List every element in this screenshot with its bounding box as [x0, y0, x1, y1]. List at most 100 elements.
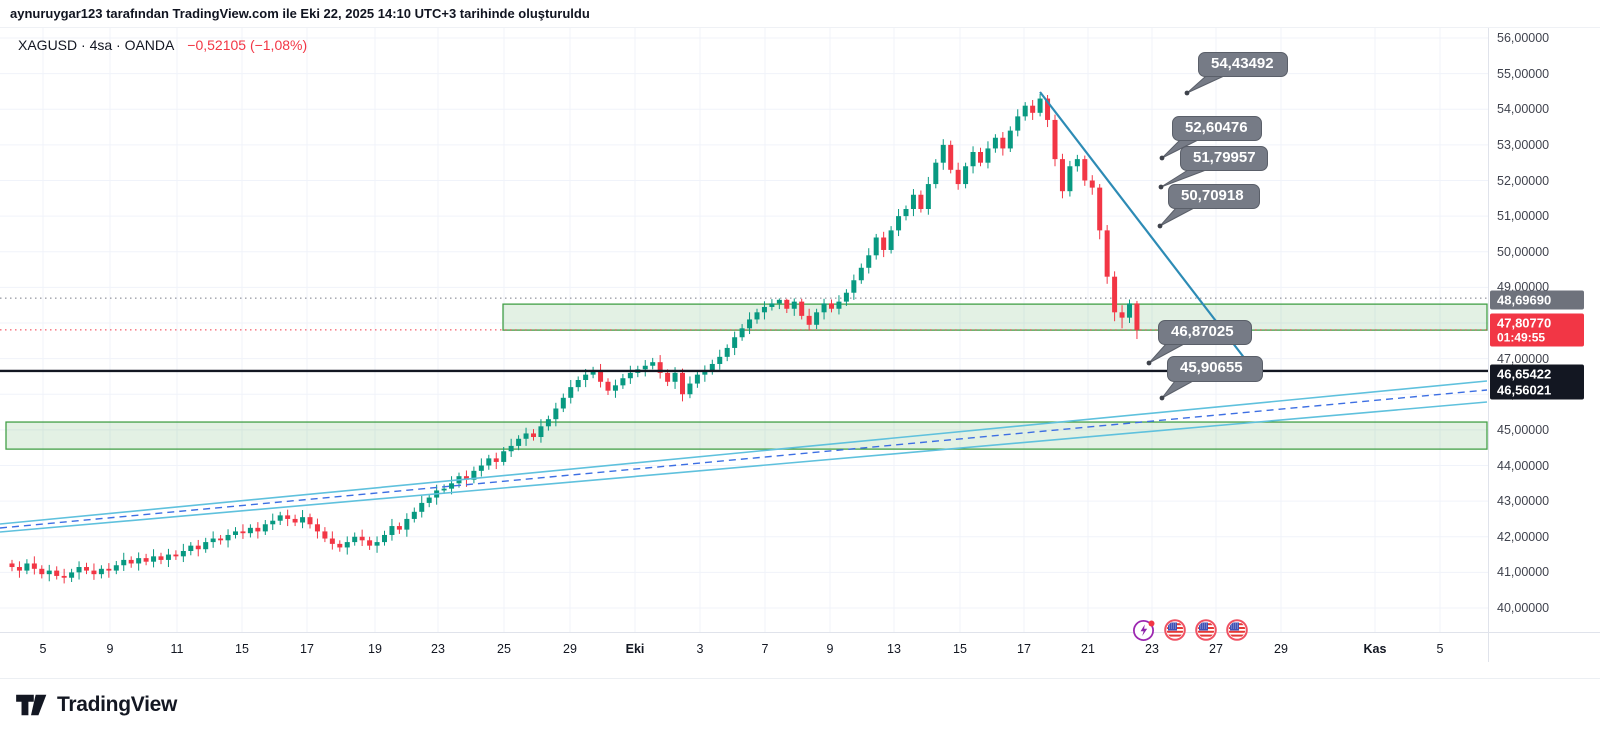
time-axis-label[interactable]: 13 [887, 642, 901, 656]
time-axis-label[interactable]: 23 [431, 642, 445, 656]
candlestick [605, 381, 611, 391]
candlestick [367, 540, 373, 546]
time-axis-label[interactable]: 7 [761, 642, 769, 656]
time-axis-label[interactable]: 15 [953, 642, 967, 656]
lightning-event-icon[interactable] [1132, 618, 1156, 642]
price-callout[interactable]: 50,70918 [1168, 184, 1260, 209]
price-axis-label: 40,00000 [1497, 601, 1550, 615]
time-axis-label[interactable]: Kas [1363, 642, 1387, 656]
candlestick [657, 362, 663, 373]
candlestick [300, 517, 306, 523]
candlestick [1082, 159, 1088, 181]
time-axis-label[interactable]: 15 [235, 642, 249, 656]
ascending-channel-line[interactable] [0, 389, 1488, 529]
candlestick [9, 563, 15, 568]
candlestick [106, 568, 112, 571]
candlestick [441, 488, 447, 491]
time-axis-label[interactable]: 5 [1436, 642, 1444, 656]
price-callout[interactable]: 54,43492 [1198, 52, 1288, 77]
us-flag-event-icon[interactable] [1194, 618, 1218, 642]
attribution-divider [0, 27, 1600, 28]
price-axis-label: 51,00000 [1497, 209, 1550, 224]
time-axis-label[interactable]: Eki [625, 642, 645, 656]
candlestick [575, 380, 581, 388]
candlestick [158, 556, 164, 560]
candlestick [255, 527, 261, 532]
candlestick [665, 372, 671, 382]
price-axis-label: 47,00000 [1497, 351, 1550, 366]
candlestick [344, 542, 350, 548]
us-flag-event-icon[interactable] [1163, 618, 1187, 642]
candlestick [970, 152, 976, 167]
time-axis-label[interactable]: 9 [826, 642, 834, 656]
candlestick [583, 374, 589, 380]
candlestick [54, 570, 60, 576]
candlestick [463, 476, 469, 480]
ascending-channel-line[interactable] [0, 380, 1488, 525]
candlestick [46, 570, 52, 575]
time-axis-label[interactable]: 3 [696, 642, 704, 656]
tradingview-logo[interactable]: TradingView [14, 692, 177, 718]
candlestick [1045, 98, 1051, 120]
candlestick [709, 363, 715, 372]
candlestick [1127, 303, 1132, 318]
upper-supply-zone[interactable] [502, 303, 1488, 331]
us-flag-event-icon[interactable] [1225, 618, 1249, 642]
time-axis-label[interactable]: 21 [1081, 642, 1095, 656]
price-callout[interactable]: 52,60476 [1172, 116, 1262, 141]
time-axis-label[interactable]: 19 [368, 642, 382, 656]
candlestick [620, 378, 626, 386]
ascending-channel-line[interactable] [0, 401, 1488, 533]
candlestick [717, 356, 723, 364]
candlestick [233, 531, 238, 535]
time-axis-label[interactable]: 5 [39, 642, 47, 656]
price-axis-label: 56,00000 [1497, 31, 1550, 45]
time-axis-label[interactable]: 29 [1274, 642, 1288, 656]
time-axis-label[interactable]: 25 [497, 642, 511, 656]
candlestick [449, 483, 455, 489]
candlestick [98, 568, 104, 575]
candlestick [426, 497, 432, 503]
symbol-legend[interactable]: XAGUSD · 4sa · OANDA −0,52105 (−1,08%) [18, 37, 307, 53]
candlestick [799, 301, 805, 316]
callout-anchor-dot [1157, 223, 1163, 229]
candlestick [508, 445, 514, 452]
symbol-description[interactable]: XAGUSD · 4sa · OANDA [18, 37, 175, 53]
candlestick [285, 515, 291, 519]
candlestick [672, 372, 678, 382]
candlestick [173, 554, 179, 557]
candlestick [948, 144, 954, 170]
candlestick [963, 166, 969, 185]
time-axis-label[interactable]: 9 [106, 642, 114, 656]
countdown-timer: 01:49:55 [1497, 330, 1546, 345]
candlestick [210, 538, 216, 543]
candlestick [1089, 180, 1095, 188]
time-axis-label[interactable]: 27 [1209, 642, 1223, 656]
candlestick [225, 534, 231, 541]
time-axis-label[interactable]: 11 [170, 642, 184, 656]
candlestick [925, 184, 931, 209]
candlestick [761, 306, 767, 313]
time-axis-label[interactable]: 17 [1017, 642, 1031, 656]
candlestick [39, 568, 45, 575]
price-axis-label: 53,00000 [1497, 137, 1550, 152]
candlestick [829, 303, 834, 309]
candlestick [218, 538, 224, 541]
price-callout[interactable]: 45,90655 [1167, 356, 1263, 382]
time-axis-label[interactable]: 23 [1145, 642, 1159, 656]
time-axis-label[interactable]: 29 [563, 642, 577, 656]
candlestick [627, 372, 633, 379]
price-callout[interactable]: 51,79957 [1180, 146, 1268, 171]
candlestick [404, 518, 410, 530]
price-callout[interactable]: 46,87025 [1158, 320, 1252, 345]
time-axis-label[interactable]: 17 [300, 642, 314, 656]
price-axis-label: 55,00000 [1497, 66, 1550, 81]
candlestick [136, 558, 142, 564]
lower-demand-zone[interactable] [5, 421, 1488, 450]
candlestick [687, 383, 693, 395]
candlestick [389, 526, 395, 535]
candlestick [69, 572, 75, 578]
candlestick [195, 545, 201, 550]
